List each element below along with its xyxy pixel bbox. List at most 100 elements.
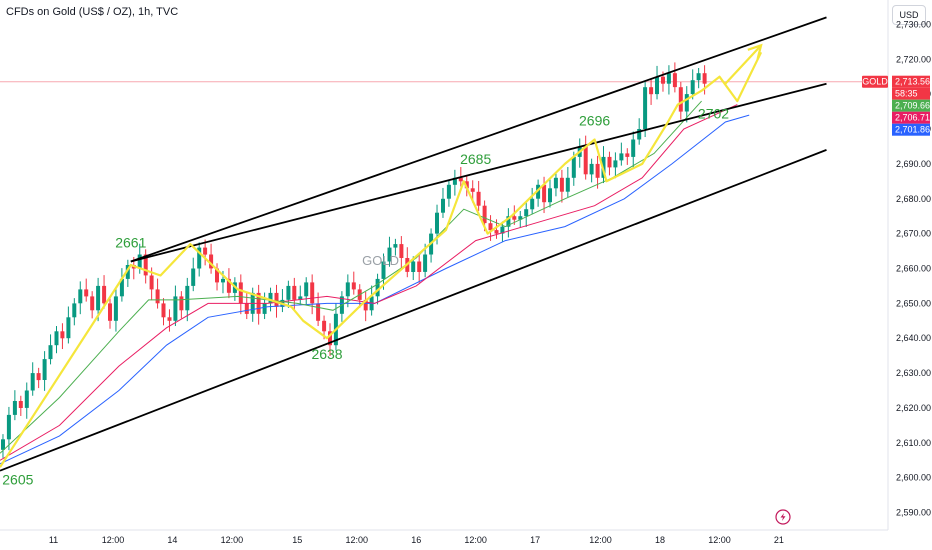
candle-body bbox=[203, 247, 208, 255]
candle-body bbox=[274, 292, 279, 307]
candle-body bbox=[363, 299, 368, 311]
candle-body bbox=[238, 282, 243, 304]
x-tick-label: 12:00 bbox=[464, 535, 487, 545]
y-tick-label: 2,670.00 bbox=[896, 229, 931, 239]
candle-body bbox=[506, 216, 511, 227]
price-label: 2702 bbox=[698, 106, 729, 122]
zigzag-arrow-shaft bbox=[724, 44, 762, 85]
moving-averages-layer bbox=[0, 100, 750, 465]
candle-body bbox=[595, 163, 600, 178]
candle-body bbox=[1, 439, 5, 450]
candle-body bbox=[108, 303, 112, 321]
channel-upper-line bbox=[130, 16, 827, 263]
x-tick-label: 17 bbox=[530, 535, 540, 545]
candle-body bbox=[316, 303, 321, 321]
candle-body bbox=[399, 244, 404, 258]
zigzag-line bbox=[0, 51, 763, 468]
price-tag-text: 2,701.86 bbox=[895, 125, 930, 135]
candle-body bbox=[96, 285, 101, 311]
candle-body bbox=[167, 317, 172, 321]
candle-body bbox=[125, 265, 130, 279]
candle-body bbox=[113, 296, 118, 321]
x-tick-label: 15 bbox=[292, 535, 302, 545]
candle-body bbox=[268, 292, 273, 304]
candle-body bbox=[262, 303, 267, 314]
y-tick-label: 2,640.00 bbox=[896, 333, 931, 343]
price-label: 2696 bbox=[579, 113, 610, 129]
x-tick-label: 18 bbox=[655, 535, 665, 545]
candle-body bbox=[458, 177, 463, 182]
time-axis: 11 12:00 14 12:00 15 12:00 16 12:00 17 12:00 18 12:… bbox=[49, 535, 784, 545]
candle-body bbox=[613, 160, 618, 168]
candle-body bbox=[381, 261, 386, 279]
candle-body bbox=[666, 73, 671, 84]
price-tags-layer: GOLD 2,713.56 58:35 2,709.66 2,706.71 2,701.8… bbox=[862, 75, 930, 136]
candle-body bbox=[625, 153, 630, 157]
candle-body bbox=[197, 247, 202, 269]
candle-body bbox=[494, 230, 499, 234]
x-tick-label: 11 bbox=[49, 535, 58, 545]
candle-body bbox=[292, 285, 297, 300]
x-tick-label: 12:00 bbox=[345, 535, 368, 545]
candle-body bbox=[72, 303, 77, 318]
candle-body bbox=[423, 254, 428, 272]
candle-body bbox=[655, 76, 659, 95]
candle-body bbox=[649, 87, 654, 95]
candle-body bbox=[476, 191, 481, 206]
price-tag bbox=[892, 99, 930, 112]
candle-body bbox=[179, 296, 184, 311]
price-tag bbox=[892, 87, 930, 100]
candle-body bbox=[488, 223, 493, 231]
candle-body bbox=[149, 275, 154, 290]
candle-body bbox=[553, 177, 558, 189]
price-label: 2605 bbox=[2, 472, 33, 488]
candle-body bbox=[482, 205, 487, 224]
candle-body bbox=[672, 73, 677, 88]
candle-body bbox=[393, 244, 398, 248]
chart-title: CFDs on Gold (US$ / OZ), 1h, TVC bbox=[6, 6, 179, 18]
candle-body bbox=[678, 87, 683, 112]
candle-body bbox=[548, 188, 552, 203]
price-label: 2638 bbox=[311, 346, 342, 362]
candle-body bbox=[24, 390, 29, 408]
candle-body bbox=[661, 76, 665, 84]
candle-body bbox=[583, 146, 588, 175]
price-tag-symbol bbox=[862, 75, 888, 88]
y-tick-label: 2,680.00 bbox=[896, 194, 931, 204]
candle-body bbox=[90, 296, 95, 311]
zigzag-arrow-head bbox=[747, 43, 763, 60]
candle-body bbox=[30, 373, 35, 391]
currency-button[interactable]: USD bbox=[892, 5, 926, 25]
candle-body bbox=[684, 94, 689, 112]
candle-body bbox=[173, 296, 178, 321]
ma-mid-line bbox=[0, 104, 738, 461]
candle-body bbox=[464, 181, 469, 189]
candle-body bbox=[637, 129, 642, 140]
candle-body bbox=[191, 268, 196, 286]
candle-body bbox=[221, 278, 225, 283]
candle-body bbox=[102, 285, 107, 304]
x-tick-label: 12:00 bbox=[708, 535, 731, 545]
candle-body bbox=[446, 184, 451, 199]
candle-body bbox=[524, 209, 529, 217]
candle-body bbox=[542, 184, 547, 203]
candle-body bbox=[571, 156, 576, 178]
price-tag-symbol-text: GOLD bbox=[862, 77, 888, 87]
candle-body bbox=[559, 177, 564, 192]
candle-body bbox=[137, 254, 142, 269]
candle-body bbox=[18, 401, 23, 408]
x-tick-label: 12:00 bbox=[102, 535, 125, 545]
candle-body bbox=[310, 282, 315, 304]
x-tick-label: 16 bbox=[411, 535, 421, 545]
candle-body bbox=[304, 282, 309, 297]
y-tick-label: 2,730.00 bbox=[896, 19, 931, 29]
price-tag bbox=[892, 123, 930, 136]
lightning-icon[interactable] bbox=[775, 509, 791, 525]
price-tag-text: 58:35 bbox=[895, 89, 918, 99]
price-tag bbox=[892, 111, 930, 124]
candle-body bbox=[185, 285, 190, 311]
zigzag-layer bbox=[0, 43, 763, 468]
y-tick-label: 2,590.00 bbox=[896, 508, 931, 518]
candle-body bbox=[512, 216, 517, 220]
candle-body bbox=[536, 184, 541, 199]
